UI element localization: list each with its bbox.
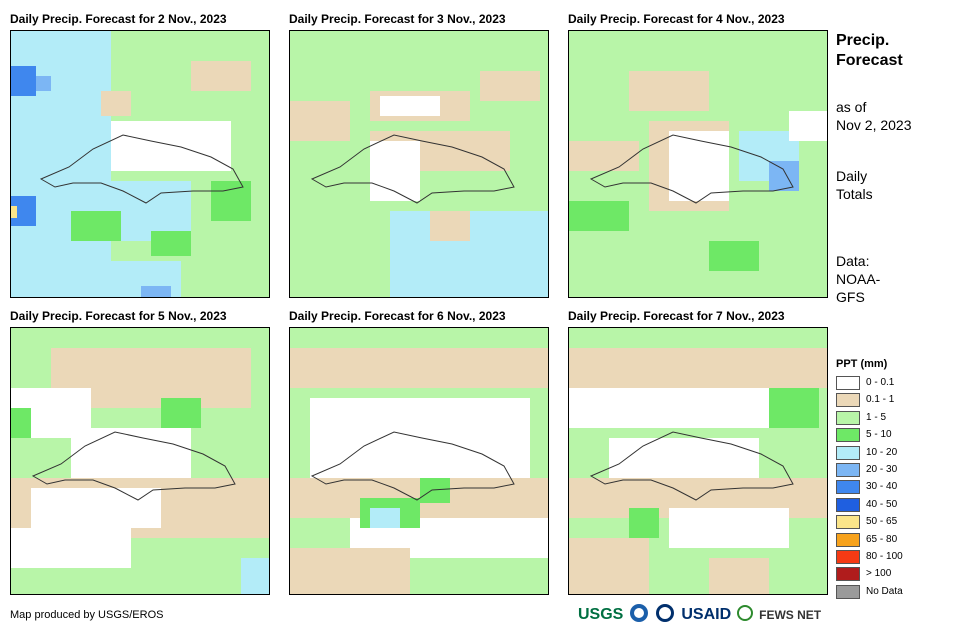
sidebar-daily-line2: Totals <box>836 186 873 202</box>
usgs-logo: USGS <box>578 606 624 623</box>
sidebar-data-source: Data: NOAA- GFS <box>836 252 880 306</box>
legend-swatch <box>836 497 860 512</box>
legend-swatch <box>836 428 860 443</box>
legend-label: 1 - 5 <box>866 411 887 423</box>
panel-title-nov3: Daily Precip. Forecast for 3 Nov., 2023 <box>289 12 506 26</box>
legend-swatch <box>836 532 860 547</box>
panel-title-nov5: Daily Precip. Forecast for 5 Nov., 2023 <box>10 309 227 323</box>
legend-label: 40 - 50 <box>866 498 898 510</box>
map-credit: Map produced by USGS/EROS <box>10 609 164 621</box>
legend-label: 80 - 100 <box>866 551 903 562</box>
panel-title-nov4: Daily Precip. Forecast for 4 Nov., 2023 <box>568 12 785 26</box>
legend-swatch <box>836 393 860 408</box>
legend-label: 5 - 10 <box>866 429 892 441</box>
usaid-seal-icon <box>655 603 675 628</box>
legend-swatch <box>836 376 860 390</box>
legend-label: 0.1 - 1 <box>866 394 895 406</box>
legend-swatch <box>836 584 860 599</box>
legend-swatch <box>836 515 860 530</box>
legend-label: 30 - 40 <box>866 481 898 493</box>
legend-label: 10 - 20 <box>866 446 898 458</box>
sidebar-data-line3: GFS <box>836 289 865 305</box>
panel-title-nov7: Daily Precip. Forecast for 7 Nov., 2023 <box>568 309 785 323</box>
map-panel-nov6 <box>289 327 549 595</box>
fews-net-icon <box>737 604 754 626</box>
sidebar-asof: as of Nov 2, 2023 <box>836 98 912 134</box>
legend-swatch <box>836 550 860 564</box>
sidebar-asof-line2: Nov 2, 2023 <box>836 117 912 133</box>
logo-strip: USGS USAID FEWS NET <box>578 603 822 628</box>
map-panel-nov4 <box>568 30 828 298</box>
map-panel-nov5 <box>10 327 270 595</box>
legend-swatch <box>836 445 860 460</box>
legend-swatch <box>836 480 860 495</box>
legend-label: 20 - 30 <box>866 464 898 475</box>
legend-swatch <box>836 410 860 425</box>
map-panel-nov3 <box>289 30 549 298</box>
legend-title: PPT (mm) <box>836 358 888 370</box>
sidebar-title: Precip. Forecast <box>836 31 903 71</box>
map-panel-nov2 <box>10 30 270 298</box>
panel-title-nov6: Daily Precip. Forecast for 6 Nov., 2023 <box>289 309 506 323</box>
sidebar-title-line1: Precip. <box>836 32 890 49</box>
legend-swatch <box>836 463 860 477</box>
sidebar-daily: Daily Totals <box>836 167 873 203</box>
sidebar-data-line2: NOAA- <box>836 271 881 287</box>
fews-net-logo: FEWS NET <box>759 608 822 622</box>
usaid-logo: USAID <box>681 606 732 623</box>
sidebar-daily-line1: Daily <box>836 168 868 184</box>
sidebar-data-line1: Data: <box>836 253 870 269</box>
legend-label: 50 - 65 <box>866 516 898 528</box>
legend-label: > 100 <box>866 568 892 580</box>
legend-label: No Data <box>866 585 903 597</box>
legend-label: 65 - 80 <box>866 533 898 545</box>
sidebar-title-line2: Forecast <box>836 52 903 69</box>
map-panel-nov7 <box>568 327 828 595</box>
panel-title-nov2: Daily Precip. Forecast for 2 Nov., 2023 <box>10 12 227 26</box>
legend-swatch <box>836 567 860 582</box>
noaa-logo-icon <box>629 603 649 628</box>
legend-label: 0 - 0.1 <box>866 377 895 388</box>
sidebar-asof-line1: as of <box>836 99 867 115</box>
